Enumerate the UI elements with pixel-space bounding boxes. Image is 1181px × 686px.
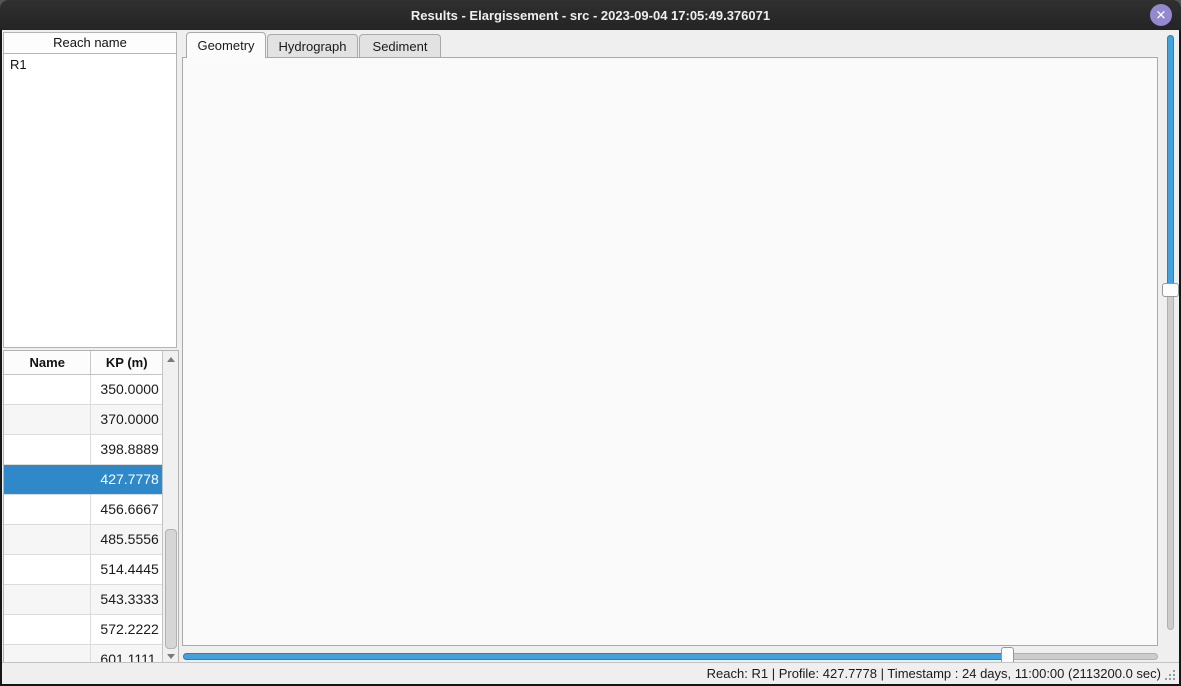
cell-name[interactable]: [4, 495, 92, 524]
cell-name[interactable]: [4, 645, 92, 664]
cell-name[interactable]: [4, 615, 92, 644]
cell-kp[interactable]: 514.4445: [100, 561, 159, 577]
cell-name[interactable]: [4, 435, 92, 464]
titlebar[interactable]: Results - Elargissement - src - 2023-09-…: [0, 0, 1181, 30]
cell-kp[interactable]: 485.5556: [100, 531, 159, 547]
table-row[interactable]: 543.3333: [4, 585, 162, 615]
cell-name[interactable]: [4, 525, 92, 554]
cell-kp[interactable]: 398.8889: [100, 441, 159, 457]
cell-name[interactable]: [4, 585, 92, 614]
close-button[interactable]: ✕: [1150, 4, 1172, 26]
profile-slider-fill: [1167, 35, 1174, 290]
profile-table: Name KP (m) 350.0000 370.0000 398.8889 427.…: [3, 350, 179, 665]
resize-grip-icon[interactable]: [1164, 669, 1176, 681]
tab-hydrograph[interactable]: Hydrograph: [267, 34, 358, 58]
time-slider[interactable]: [183, 647, 1158, 665]
table-row[interactable]: 370.0000: [4, 405, 162, 435]
table-row[interactable]: 398.8889: [4, 435, 162, 465]
profile-slider[interactable]: [1158, 30, 1181, 663]
cell-kp[interactable]: 543.3333: [100, 591, 159, 607]
cell-kp[interactable]: 427.7778: [100, 471, 159, 487]
time-slider-fill: [183, 653, 1007, 660]
cell-name[interactable]: [4, 405, 92, 434]
table-row[interactable]: 350.0000: [4, 375, 162, 405]
table-row[interactable]: 514.4445: [4, 555, 162, 585]
table-scrollbar[interactable]: [162, 351, 178, 664]
cell-name[interactable]: [4, 375, 92, 404]
tab-sediment[interactable]: Sediment: [359, 34, 441, 58]
table-row[interactable]: 456.6667: [4, 495, 162, 525]
reach-name-header: Reach name: [3, 32, 177, 54]
cell-kp[interactable]: 370.0000: [100, 411, 159, 427]
cell-kp[interactable]: 456.6667: [100, 501, 159, 517]
reach-list-item[interactable]: R1: [10, 57, 27, 72]
cell-kp[interactable]: 572.2222: [100, 621, 159, 637]
profile-slider-handle[interactable]: [1162, 283, 1179, 297]
scrollbar-thumb[interactable]: [165, 529, 177, 649]
window-title: Results - Elargissement - src - 2023-09-…: [410, 7, 771, 23]
geometry-tab-panel: [182, 57, 1158, 646]
cell-kp[interactable]: 350.0000: [100, 381, 159, 397]
reach-list[interactable]: R1: [3, 53, 177, 348]
cell-kp[interactable]: 601.1111: [100, 651, 156, 665]
status-text: Reach: R1 | Profile: 427.7778 | Timestam…: [706, 666, 1161, 681]
cell-name[interactable]: [4, 465, 92, 494]
column-header-kp[interactable]: KP (m): [105, 355, 148, 370]
table-row[interactable]: 572.2222: [4, 615, 162, 645]
close-icon: ✕: [1155, 7, 1167, 22]
status-bar: Reach: R1 | Profile: 427.7778 | Timestam…: [2, 662, 1179, 684]
table-row[interactable]: 485.5556: [4, 525, 162, 555]
column-header-name[interactable]: Name: [4, 351, 92, 374]
scroll-up-icon[interactable]: [163, 351, 178, 367]
cell-name[interactable]: [4, 555, 92, 584]
table-row[interactable]: 427.7778: [4, 465, 162, 495]
profile-table-header: Name KP (m): [4, 351, 162, 375]
profile-table-body: 350.0000 370.0000 398.8889 427.7778 456.6667…: [4, 375, 162, 664]
scroll-down-icon[interactable]: [163, 648, 178, 664]
table-row[interactable]: 601.1111: [4, 645, 162, 665]
tab-geometry[interactable]: Geometry: [186, 32, 266, 58]
